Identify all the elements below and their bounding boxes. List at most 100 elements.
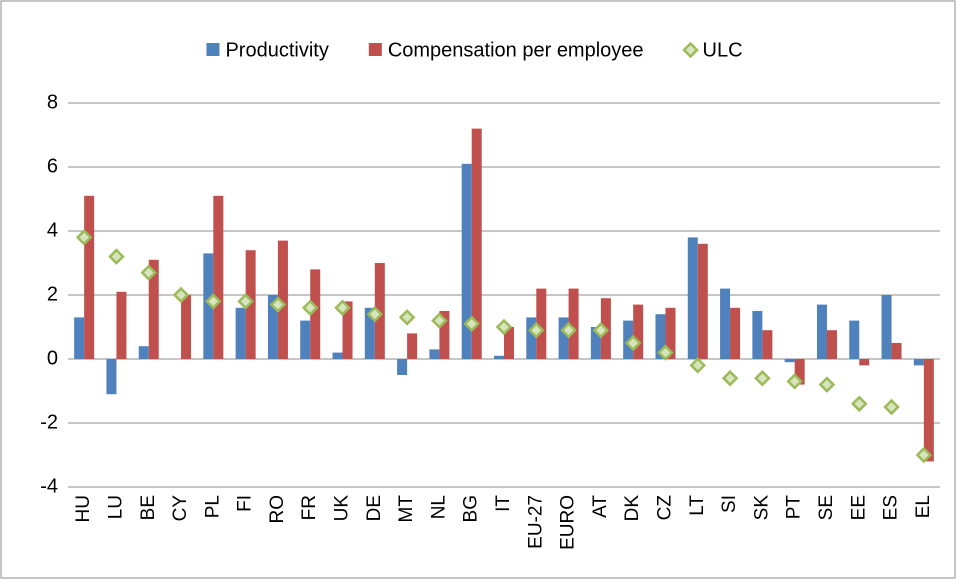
- x-tick-label: DE: [364, 495, 385, 521]
- ulc-marker: [140, 264, 158, 281]
- x-tick-label: DK: [622, 495, 643, 522]
- x-tick-label: PL: [202, 495, 223, 518]
- legend-swatch: [368, 43, 382, 56]
- bar: [891, 343, 902, 359]
- bar: [849, 320, 860, 359]
- y-tick-label: 6: [47, 155, 58, 177]
- ulc-marker: [366, 305, 384, 323]
- bar: [697, 243, 708, 359]
- bar: [762, 330, 773, 359]
- bar: [84, 195, 95, 359]
- x-tick-label: LU: [105, 495, 126, 519]
- bar: [859, 359, 870, 366]
- x-tick-label: EURO: [558, 495, 579, 550]
- ulc-marker: [818, 376, 836, 393]
- ulc-marker: [883, 398, 900, 416]
- bar: [439, 311, 450, 359]
- bar: [267, 295, 278, 359]
- legend: Productivity Compensation per employee ULC: [206, 39, 743, 61]
- bar: [106, 359, 117, 395]
- x-tick-label: PT: [784, 495, 805, 520]
- ulc-marker: [431, 312, 448, 329]
- bar: [494, 355, 504, 359]
- ulc-marker: [108, 248, 125, 265]
- bar: [687, 237, 698, 359]
- bar: [277, 240, 288, 359]
- ulc-marker: [495, 318, 513, 336]
- bar: [300, 320, 311, 359]
- ulc-marker: [528, 321, 545, 339]
- y-tick-label: 8: [47, 91, 58, 113]
- bar: [332, 352, 343, 359]
- bar: [784, 359, 795, 363]
- x-tick-label: HU: [73, 495, 94, 522]
- legend-label: ULC: [703, 39, 743, 61]
- bar: [203, 253, 214, 359]
- bar: [148, 259, 159, 359]
- ulc-marker: [721, 369, 739, 387]
- ulc-marker: [334, 299, 351, 317]
- bar: [504, 327, 514, 359]
- y-tick-label: 4: [47, 219, 58, 241]
- ulc-marker: [398, 309, 416, 326]
- bar: [116, 291, 127, 359]
- x-tick-label: EU-27: [525, 495, 546, 549]
- x-tick-label: AT: [590, 495, 611, 518]
- x-tick-label: SK: [751, 495, 772, 521]
- x-tick-label: FI: [235, 495, 256, 512]
- bar: [730, 307, 741, 359]
- ulc-marker: [560, 321, 577, 339]
- x-tick-label: ES: [881, 495, 902, 520]
- ulc-marker: [689, 357, 707, 374]
- x-tick-label: LT: [687, 495, 708, 516]
- legend-label: Productivity: [225, 39, 328, 61]
- ulc-marker: [850, 395, 868, 413]
- ulc-marker: [592, 321, 610, 339]
- bar: [752, 311, 763, 359]
- legend-swatch: [206, 43, 220, 56]
- bar: [181, 295, 192, 359]
- y-tick-label: -4: [40, 475, 58, 497]
- bar: [558, 317, 569, 359]
- bar: [794, 359, 805, 385]
- y-tick-label: 2: [47, 283, 58, 305]
- bar: [881, 295, 892, 359]
- bar: [720, 288, 731, 359]
- ulc-marker: [624, 334, 642, 352]
- ulc-marker: [754, 369, 771, 387]
- bar: [235, 307, 246, 359]
- bar: [913, 359, 924, 366]
- bar: [364, 307, 375, 359]
- x-tick-label: MT: [396, 495, 417, 523]
- x-tick-label: UK: [332, 495, 353, 522]
- bar: [590, 327, 601, 359]
- x-tick-label: CZ: [654, 495, 675, 521]
- bar: [213, 195, 224, 359]
- ulc-marker: [75, 229, 93, 246]
- bar: [397, 359, 408, 375]
- bar: [816, 304, 827, 359]
- y-tick-label: -2: [40, 411, 58, 433]
- bar: [310, 269, 321, 359]
- bar: [665, 307, 676, 359]
- ulc-marker: [269, 296, 287, 313]
- ulc-marker: [301, 299, 319, 317]
- bar: [568, 288, 579, 359]
- x-tick-label: IT: [493, 495, 514, 512]
- ulc-marker: [463, 315, 480, 333]
- bar: [655, 314, 666, 359]
- ulc-marker: [237, 293, 254, 310]
- x-tick-label: NL: [428, 495, 449, 519]
- legend-marker: [682, 41, 699, 59]
- bar: [429, 349, 440, 359]
- bar: [633, 304, 644, 359]
- ulc-marker: [205, 293, 222, 310]
- x-tick-label: SE: [816, 495, 837, 520]
- x-tick-label: FR: [299, 495, 320, 520]
- bar: [74, 317, 85, 359]
- legend-label: Compensation per employee: [388, 39, 644, 61]
- x-tick-label: RO: [267, 495, 288, 524]
- bar: [923, 359, 934, 462]
- x-tick-label: SI: [719, 495, 740, 513]
